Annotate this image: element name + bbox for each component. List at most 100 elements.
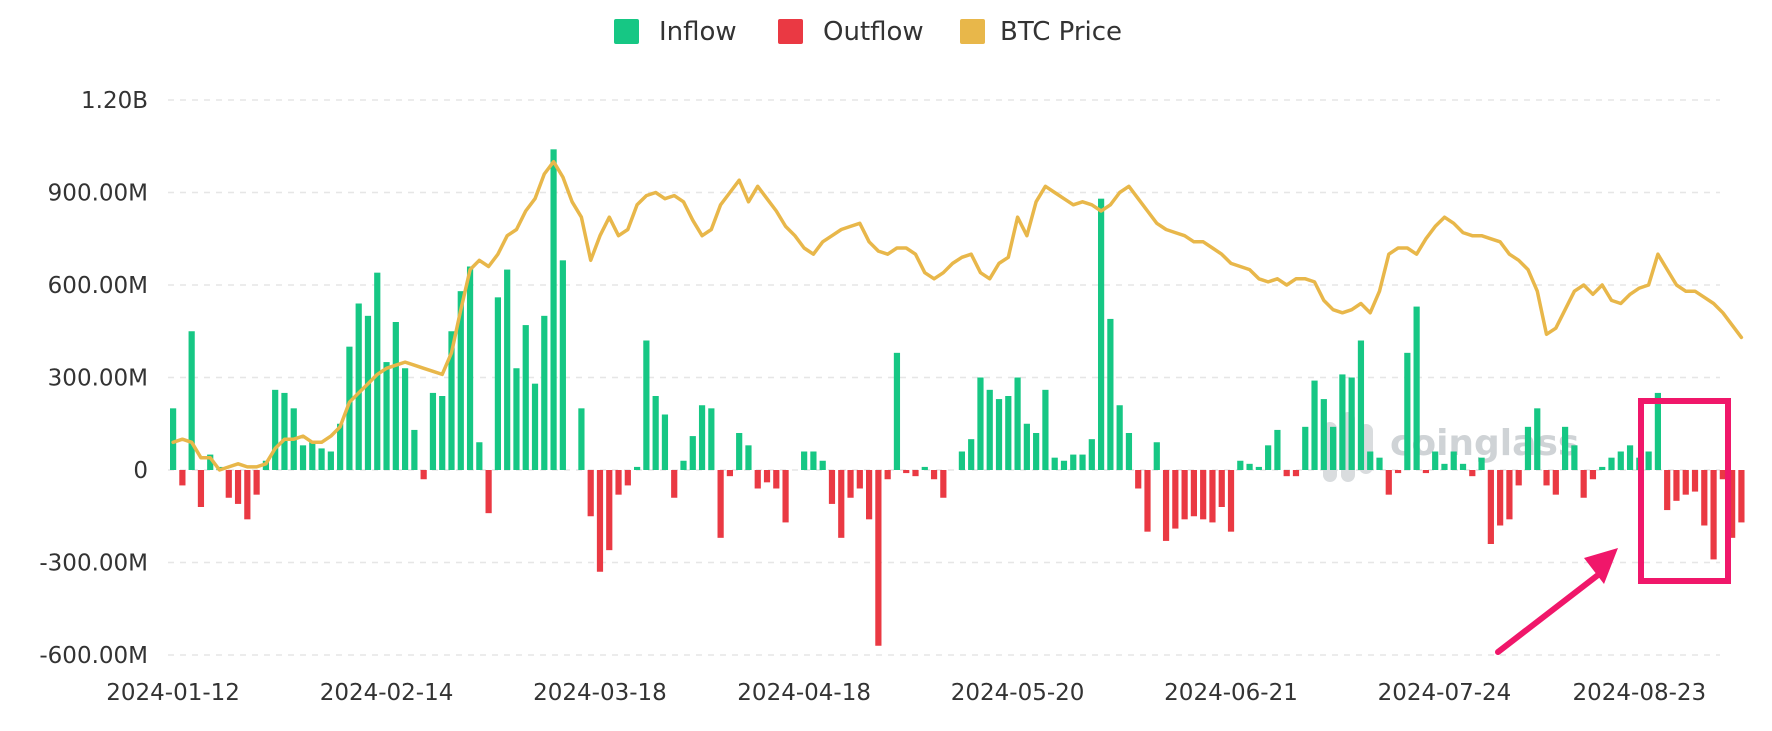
inflow-bar[interactable] [1070,454,1077,470]
outflow-bar[interactable] [1729,470,1736,538]
inflow-bar[interactable] [550,149,557,471]
inflow-bar[interactable] [559,260,566,470]
outflow-bar[interactable] [1673,470,1680,501]
inflow-bar[interactable] [1107,318,1114,470]
inflow-bar[interactable] [921,466,928,470]
outflow-bar[interactable] [1710,470,1717,560]
outflow-bar[interactable] [1394,470,1402,474]
outflow-bar[interactable] [1469,470,1476,477]
outflow-bar[interactable] [1422,470,1429,474]
inflow-bar[interactable] [1153,442,1160,470]
inflow-bar[interactable] [680,460,687,470]
outflow-bar[interactable] [912,470,919,477]
inflow-bar[interactable] [986,389,993,470]
legend-item-outflow[interactable]: Outflow [778,17,924,47]
inflow-bar[interactable] [476,442,483,470]
outflow-bar[interactable] [1283,470,1290,477]
inflow-bar[interactable] [1246,463,1253,470]
inflow-bar[interactable] [661,414,669,471]
outflow-bar[interactable] [1589,470,1597,480]
inflow-bar[interactable] [1274,429,1281,470]
inflow-bar[interactable] [327,451,334,471]
inflow-bar[interactable] [1088,439,1095,470]
outflow-bar[interactable] [1218,470,1225,507]
outflow-bar[interactable] [587,470,594,517]
inflow-bar[interactable] [1060,460,1068,470]
outflow-bar[interactable] [1227,470,1235,532]
outflow-bar[interactable] [1515,470,1522,486]
outflow-bar[interactable] [671,470,678,498]
inflow-bar[interactable] [281,392,288,470]
outflow-bar[interactable] [903,470,910,474]
outflow-bar[interactable] [1738,470,1745,523]
inflow-bar[interactable] [1237,460,1244,470]
outflow-bar[interactable] [782,470,789,523]
outflow-bar[interactable] [875,470,882,646]
inflow-bar[interactable] [1255,466,1262,470]
inflow-bar[interactable] [504,269,511,470]
inflow-bar[interactable] [309,442,316,470]
inflow-bar[interactable] [374,272,381,470]
outflow-bar[interactable] [1190,470,1197,517]
inflow-bar[interactable] [1357,340,1365,471]
inflow-bar[interactable] [188,331,195,470]
inflow-bar[interactable] [272,389,279,470]
inflow-bar[interactable] [1311,380,1318,470]
outflow-bar[interactable] [1292,470,1300,477]
inflow-bar[interactable] [1432,451,1439,471]
inflow-bar[interactable] [1645,451,1652,471]
inflow-bar[interactable] [429,392,437,470]
inflow-bar[interactable] [1562,426,1569,470]
inflow-bar[interactable] [1302,426,1309,470]
outflow-bar[interactable] [1385,470,1392,495]
inflow-bar[interactable] [708,408,715,470]
inflow-bar[interactable] [337,423,344,470]
inflow-bar[interactable] [402,368,409,470]
inflow-bar[interactable] [207,454,214,470]
outflow-bar[interactable] [828,470,836,504]
inflow-bar[interactable] [494,297,501,470]
inflow-bar[interactable] [541,315,548,470]
outflow-bar[interactable] [234,470,242,504]
inflow-bar[interactable] [1014,377,1021,471]
outflow-bar[interactable] [606,470,613,551]
outflow-bar[interactable] [1144,470,1151,532]
outflow-bar[interactable] [1135,470,1142,489]
outflow-bar[interactable] [884,470,891,480]
inflow-bar[interactable] [1330,426,1337,470]
inflow-bar[interactable] [1524,426,1532,470]
outflow-bar[interactable] [1209,470,1216,523]
outflow-bar[interactable] [1691,470,1699,492]
inflow-bar[interactable] [578,408,585,470]
inflow-bar[interactable] [466,266,474,471]
inflow-bar[interactable] [1441,463,1448,470]
outflow-bar[interactable] [1580,470,1587,498]
outflow-bar[interactable] [773,470,780,489]
inflow-bar[interactable] [1098,198,1105,470]
inflow-bar[interactable] [531,383,539,470]
inflow-bar[interactable] [958,451,965,471]
inflow-bar[interactable] [1320,399,1327,470]
inflow-bar[interactable] [1042,389,1049,470]
outflow-bar[interactable] [856,470,863,489]
outflow-bar[interactable] [1664,470,1671,511]
inflow-bar[interactable] [1617,451,1624,471]
inflow-bar[interactable] [457,291,464,470]
inflow-bar[interactable] [1265,445,1272,470]
outflow-bar[interactable] [1162,470,1170,541]
outflow-bar[interactable] [1200,470,1207,520]
outflow-bar[interactable] [838,470,845,538]
inflow-bar[interactable] [448,331,455,470]
inflow-bar[interactable] [652,396,659,470]
inflow-bar[interactable] [1478,457,1485,470]
inflow-bar[interactable] [819,460,826,470]
outflow-bar[interactable] [847,470,854,498]
outflow-bar[interactable] [1701,470,1708,526]
inflow-bar[interactable] [513,368,520,470]
inflow-bar[interactable] [1654,392,1661,470]
inflow-bar[interactable] [1051,457,1058,470]
inflow-bar[interactable] [1450,451,1457,471]
outflow-bar[interactable] [1506,470,1513,520]
inflow-bar[interactable] [1005,396,1012,470]
inflow-bar[interactable] [995,399,1003,470]
